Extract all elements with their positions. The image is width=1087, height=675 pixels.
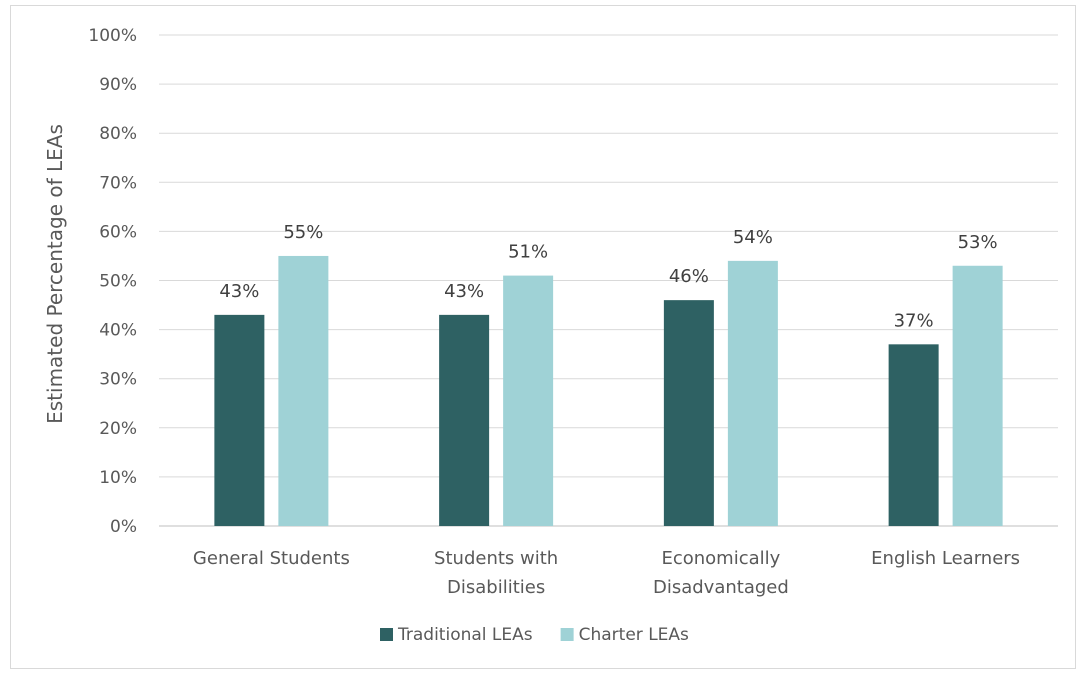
data-label: 55% — [283, 222, 323, 243]
bar-charter-leas — [278, 255, 329, 526]
data-label: 37% — [894, 310, 934, 331]
y-tick-label: 70% — [99, 173, 137, 193]
data-label: 51% — [508, 242, 548, 263]
y-tick-label: 60% — [99, 222, 137, 242]
x-tick-label: English Learners — [871, 548, 1020, 569]
y-tick-label: 20% — [99, 419, 137, 439]
x-tick-label: General Students — [193, 548, 350, 569]
y-axis-ticks: 0% 10% 20% 30% 40% 50% 60% 70% 80% 90% 100% — [88, 26, 137, 537]
y-tick-label: 10% — [99, 468, 137, 488]
y-tick-label: 30% — [99, 370, 137, 390]
legend: Traditional LEAs Charter LEAs — [380, 625, 689, 645]
x-tick-label: Students with — [434, 548, 558, 569]
x-tick-label: Disabilities — [447, 577, 545, 598]
data-label: 43% — [444, 281, 484, 302]
x-tick-label: Economically — [661, 548, 780, 569]
bar-charter-leas — [952, 265, 1003, 526]
bar-chart: 0% 10% 20% 30% 40% 50% 60% 70% 80% 90% 100% 43% 55%… — [43, 26, 1058, 645]
y-axis-title: Estimated Percentage of LEAs — [43, 124, 67, 424]
x-axis-ticks: General Students Students with Disabilitie… — [193, 548, 1020, 598]
y-tick-label: 80% — [99, 124, 137, 144]
y-tick-label: 90% — [99, 75, 137, 95]
y-tick-label: 0% — [110, 517, 137, 537]
y-tick-label: 50% — [99, 272, 137, 292]
data-label: 43% — [219, 281, 259, 302]
legend-swatch — [560, 628, 574, 641]
data-label: 53% — [958, 232, 998, 253]
y-tick-label: 100% — [88, 26, 137, 46]
bar-charter-leas — [727, 260, 778, 526]
data-labels: 43% 55% 43% 51% 46% 54% 37% 53% — [219, 222, 997, 331]
bar-charter-leas — [503, 275, 554, 526]
legend-label: Charter LEAs — [579, 625, 689, 645]
data-label: 54% — [733, 227, 773, 248]
x-tick-label: Disadvantaged — [653, 577, 789, 598]
legend-swatch — [380, 628, 393, 641]
bar-traditional-leas — [663, 300, 714, 526]
bar-traditional-leas — [439, 314, 490, 526]
bars — [214, 255, 1003, 526]
bar-traditional-leas — [888, 344, 939, 526]
data-label: 46% — [669, 266, 709, 287]
chart-frame: 0% 10% 20% 30% 40% 50% 60% 70% 80% 90% 100% 43% 55%… — [10, 5, 1076, 669]
bar-traditional-leas — [214, 314, 265, 526]
legend-label: Traditional LEAs — [397, 625, 533, 645]
y-tick-label: 40% — [99, 321, 137, 341]
